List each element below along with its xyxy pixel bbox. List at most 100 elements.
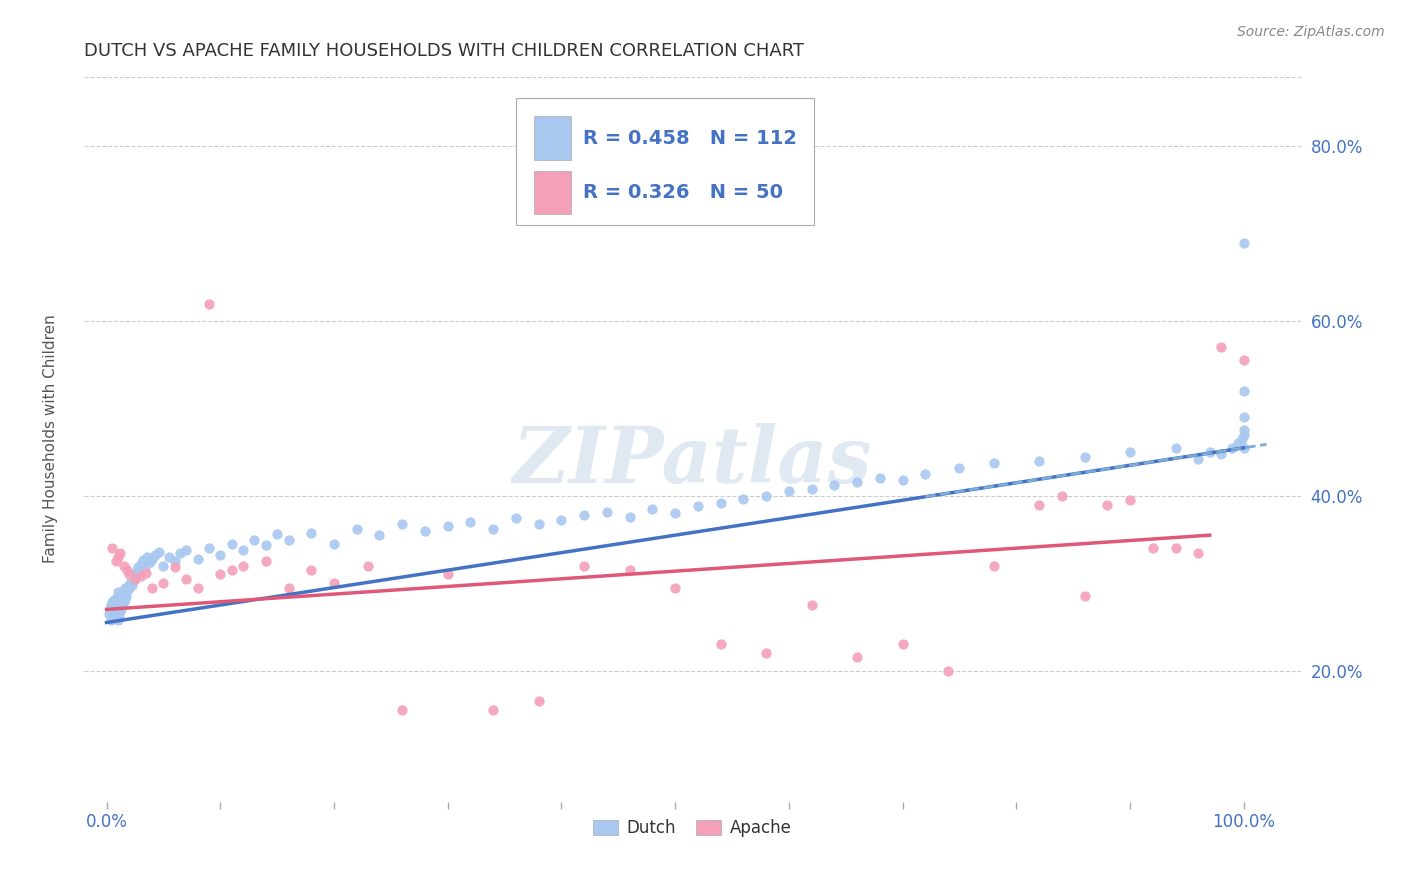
Point bbox=[1028, 454, 1050, 468]
Point bbox=[134, 560, 156, 574]
Point bbox=[346, 522, 368, 536]
Point bbox=[104, 611, 127, 625]
Point bbox=[1164, 441, 1187, 455]
Point bbox=[619, 509, 641, 524]
Point bbox=[299, 563, 322, 577]
Point bbox=[198, 296, 221, 310]
Point bbox=[1209, 447, 1232, 461]
Point bbox=[129, 569, 152, 583]
Point bbox=[277, 581, 299, 595]
Point bbox=[823, 478, 845, 492]
Point bbox=[1233, 427, 1256, 442]
Point bbox=[169, 546, 191, 560]
Point bbox=[1230, 432, 1253, 446]
Point bbox=[1187, 452, 1209, 467]
Point bbox=[1233, 384, 1256, 398]
Bar bbox=[534, 117, 571, 160]
Point bbox=[121, 574, 143, 589]
Point bbox=[107, 604, 129, 618]
Point bbox=[436, 567, 458, 582]
Point bbox=[118, 581, 141, 595]
Point bbox=[983, 558, 1005, 573]
Point bbox=[710, 496, 733, 510]
Point bbox=[619, 563, 641, 577]
Point bbox=[413, 524, 436, 538]
Point bbox=[527, 694, 550, 708]
Bar bbox=[534, 171, 571, 214]
Point bbox=[104, 598, 127, 612]
Point bbox=[115, 584, 138, 599]
Point bbox=[232, 543, 254, 558]
Point bbox=[107, 595, 129, 609]
Point bbox=[124, 572, 146, 586]
Point bbox=[112, 558, 135, 573]
Point bbox=[103, 591, 125, 606]
Point bbox=[107, 600, 129, 615]
Point bbox=[869, 471, 891, 485]
Point bbox=[1227, 436, 1250, 450]
Point bbox=[117, 579, 139, 593]
Point bbox=[108, 608, 131, 623]
Point bbox=[550, 513, 572, 527]
Point bbox=[121, 578, 143, 592]
Point bbox=[948, 461, 970, 475]
Point bbox=[97, 607, 120, 621]
Point bbox=[1119, 493, 1142, 508]
Point bbox=[1073, 450, 1095, 464]
Point bbox=[101, 595, 124, 609]
Point bbox=[111, 598, 134, 612]
Point bbox=[710, 637, 733, 651]
Text: R = 0.458   N = 112: R = 0.458 N = 112 bbox=[582, 128, 797, 148]
Point bbox=[323, 576, 346, 591]
Point bbox=[209, 567, 232, 582]
Point bbox=[232, 558, 254, 573]
Point bbox=[1198, 445, 1220, 459]
Point bbox=[1050, 489, 1073, 503]
Point bbox=[641, 502, 664, 516]
Point bbox=[108, 591, 131, 605]
Point bbox=[574, 508, 596, 522]
Point bbox=[527, 516, 550, 531]
Point bbox=[157, 549, 180, 564]
Point bbox=[141, 581, 163, 595]
Point bbox=[733, 492, 755, 507]
Point bbox=[101, 609, 124, 624]
Point bbox=[209, 548, 232, 562]
Point bbox=[936, 664, 959, 678]
Point bbox=[163, 554, 186, 568]
Point bbox=[108, 604, 131, 618]
Point bbox=[111, 587, 134, 601]
Point bbox=[186, 551, 208, 566]
Point bbox=[846, 475, 869, 489]
Point bbox=[914, 467, 936, 481]
Point bbox=[1233, 441, 1256, 455]
Point bbox=[1119, 445, 1142, 459]
Point bbox=[778, 484, 800, 499]
Point bbox=[436, 519, 458, 533]
Point bbox=[1142, 541, 1164, 556]
Point bbox=[145, 548, 167, 562]
Point bbox=[1209, 340, 1232, 354]
Point bbox=[107, 585, 129, 599]
Point bbox=[357, 558, 380, 573]
Point bbox=[198, 541, 221, 556]
Point bbox=[1233, 423, 1256, 437]
Point bbox=[115, 590, 138, 604]
Point bbox=[891, 473, 914, 487]
Point bbox=[114, 591, 136, 606]
Point bbox=[482, 522, 505, 536]
Point bbox=[118, 567, 141, 582]
Point bbox=[1073, 590, 1095, 604]
Point bbox=[107, 613, 129, 627]
Point bbox=[1187, 546, 1209, 560]
Point bbox=[254, 538, 277, 552]
Point bbox=[124, 569, 146, 583]
Point bbox=[136, 549, 159, 564]
Point bbox=[107, 590, 129, 604]
Point bbox=[574, 558, 596, 573]
Text: DUTCH VS APACHE FAMILY HOUSEHOLDS WITH CHILDREN CORRELATION CHART: DUTCH VS APACHE FAMILY HOUSEHOLDS WITH C… bbox=[84, 42, 804, 60]
Point bbox=[243, 533, 266, 547]
Point bbox=[129, 557, 152, 571]
Point bbox=[103, 600, 125, 615]
Point bbox=[1097, 498, 1119, 512]
